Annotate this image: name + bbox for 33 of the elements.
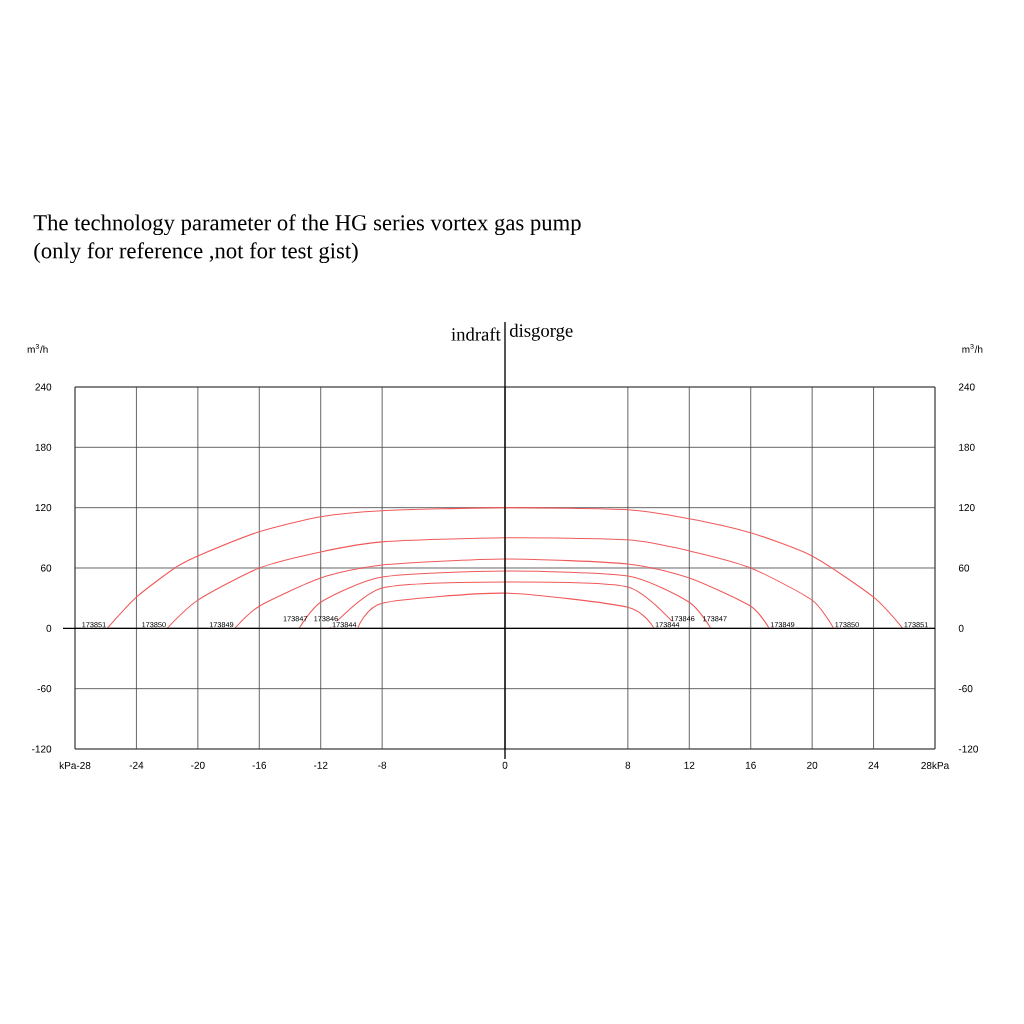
- y2-tick-label: 120: [959, 504, 975, 512]
- chart-title: The technology parameter of the HG series vortex gas pump: [33, 214, 581, 236]
- y2-tick-label: -60: [958, 685, 973, 693]
- y2-axis-title: m$^{3}$/h: [962, 343, 983, 353]
- x-tick-label: -20: [191, 761, 205, 769]
- x-tick-label: -24: [129, 761, 144, 769]
- x-tick-label: 20: [807, 761, 818, 769]
- text: disgorge: [509, 323, 573, 341]
- y2-tick-label: 240: [958, 383, 975, 391]
- x-tick-label: -8: [378, 761, 387, 769]
- y-tick-label: 240: [35, 383, 52, 391]
- y-tick-label: 0: [46, 624, 52, 632]
- x-tick-label: 0: [502, 761, 508, 769]
- x-tick-label: -16: [252, 761, 267, 769]
- y-tick-label: 60: [41, 564, 52, 572]
- x-tick-label: 24: [868, 761, 879, 769]
- x-tick-label: 12: [684, 761, 695, 769]
- y-tick-label: 180: [35, 443, 52, 451]
- x-tick-label: -12: [313, 761, 328, 769]
- chart-subtitle: (only for reference ,not for test gist): [34, 242, 358, 264]
- y2-tick-label: 60: [958, 564, 970, 572]
- text: indraft: [451, 327, 501, 341]
- y-tick-label: 120: [35, 504, 52, 512]
- y-axis-title: m$^{3}$/h: [27, 343, 48, 353]
- x-tick-label: 16: [745, 761, 756, 769]
- y2-tick-label: -120: [958, 745, 979, 753]
- x-tick-label: 28kPa: [921, 761, 950, 770]
- y2-tick-label: 180: [959, 443, 975, 451]
- x-tick-label: 8: [625, 761, 631, 769]
- y-tick-label: -60: [37, 685, 52, 693]
- y-tick-label: -120: [32, 745, 52, 753]
- x-tick-label: kPa-28: [59, 761, 91, 770]
- y2-tick-label: 0: [958, 624, 964, 632]
